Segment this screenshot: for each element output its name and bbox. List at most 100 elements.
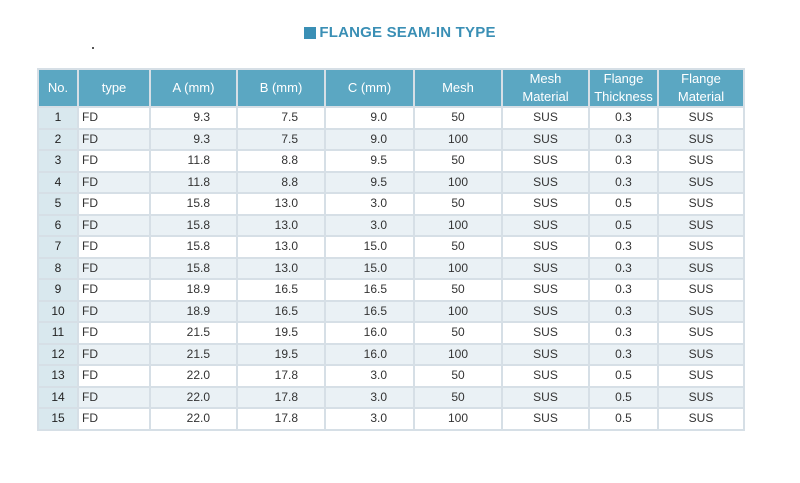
flange-thickness-cell: 0.3 [590, 280, 657, 300]
type-cell: FD [79, 409, 149, 429]
header-label: No. [47, 80, 69, 95]
row-number: 14 [39, 387, 77, 407]
flange-material-cell: SUS [659, 301, 743, 321]
header-label: Mesh [442, 80, 474, 95]
mesh-cell: 50 [415, 280, 501, 300]
header-label: Flange [603, 71, 644, 86]
b-mm-cell: 13.0 [238, 215, 324, 235]
flange-thickness-cell: 0.3 [590, 172, 657, 192]
table-header-row: No. type A (mm) B (mm) C (mm) Mesh Mesh Materia… [39, 70, 743, 106]
a-mm-cell: 15.8 [151, 194, 236, 214]
flange-material-cell: SUS [659, 387, 743, 407]
flange-material-cell: SUS [659, 237, 743, 257]
b-mm-cell: 16.5 [238, 280, 324, 300]
type-cell: FD [79, 344, 149, 364]
a-mm-cell: 15.8 [151, 258, 236, 278]
type-cell: FD [79, 258, 149, 278]
mesh-material-cell: SUS [503, 366, 588, 386]
b-mm-cell: 16.5 [238, 301, 324, 321]
b-mm-cell: 17.8 [238, 387, 324, 407]
col-header-flange-thickness: Flange Thickness [590, 70, 657, 106]
row-number: 15 [39, 409, 77, 429]
stray-dot [92, 47, 94, 49]
type-cell: FD [79, 151, 149, 171]
b-mm-cell: 7.5 [238, 108, 324, 128]
type-cell: FD [79, 387, 149, 407]
a-mm-cell: 22.0 [151, 409, 236, 429]
flange-thickness-cell: 0.5 [590, 215, 657, 235]
table-row: 7 FD 15.8 13.0 15.0 50 SUS 0.3 SUS [39, 237, 743, 257]
mesh-cell: 100 [415, 215, 501, 235]
flange-material-cell: SUS [659, 366, 743, 386]
c-mm-cell: 3.0 [326, 366, 413, 386]
mesh-material-cell: SUS [503, 258, 588, 278]
type-cell: FD [79, 129, 149, 149]
header-label: Mesh [529, 71, 562, 86]
mesh-material-cell: SUS [503, 194, 588, 214]
b-mm-cell: 17.8 [238, 366, 324, 386]
type-cell: FD [79, 194, 149, 214]
row-number: 7 [39, 237, 77, 257]
mesh-cell: 50 [415, 151, 501, 171]
c-mm-cell: 3.0 [326, 215, 413, 235]
col-header-a: A (mm) [151, 70, 236, 106]
flange-material-cell: SUS [659, 215, 743, 235]
flange-material-cell: SUS [659, 344, 743, 364]
row-number: 11 [39, 323, 77, 343]
table-row: 3 FD 11.8 8.8 9.5 50 SUS 0.3 SUS [39, 151, 743, 171]
col-header-no: No. [39, 70, 77, 106]
b-mm-cell: 8.8 [238, 172, 324, 192]
flange-material-cell: SUS [659, 129, 743, 149]
mesh-material-cell: SUS [503, 280, 588, 300]
table-row: 15 FD 22.0 17.8 3.0 100 SUS 0.5 SUS [39, 409, 743, 429]
type-cell: FD [79, 172, 149, 192]
mesh-cell: 100 [415, 172, 501, 192]
mesh-material-cell: SUS [503, 108, 588, 128]
mesh-cell: 100 [415, 129, 501, 149]
type-cell: FD [79, 215, 149, 235]
header-label: Flange [681, 71, 721, 86]
flange-material-cell: SUS [659, 172, 743, 192]
c-mm-cell: 3.0 [326, 387, 413, 407]
row-number: 12 [39, 344, 77, 364]
flange-thickness-cell: 0.3 [590, 151, 657, 171]
a-mm-cell: 18.9 [151, 280, 236, 300]
row-number: 1 [39, 108, 77, 128]
row-number: 5 [39, 194, 77, 214]
mesh-material-cell: SUS [503, 409, 588, 429]
c-mm-cell: 9.5 [326, 172, 413, 192]
c-mm-cell: 9.5 [326, 151, 413, 171]
table-row: 2 FD 9.3 7.5 9.0 100 SUS 0.3 SUS [39, 129, 743, 149]
a-mm-cell: 9.3 [151, 129, 236, 149]
flange-material-cell: SUS [659, 409, 743, 429]
mesh-cell: 100 [415, 344, 501, 364]
a-mm-cell: 18.9 [151, 301, 236, 321]
a-mm-cell: 9.3 [151, 108, 236, 128]
c-mm-cell: 16.0 [326, 323, 413, 343]
flange-material-cell: SUS [659, 258, 743, 278]
flange-thickness-cell: 0.5 [590, 366, 657, 386]
col-header-mesh: Mesh [415, 70, 501, 106]
mesh-cell: 50 [415, 323, 501, 343]
flange-thickness-cell: 0.3 [590, 323, 657, 343]
type-cell: FD [79, 237, 149, 257]
flange-thickness-cell: 0.5 [590, 387, 657, 407]
c-mm-cell: 3.0 [326, 409, 413, 429]
a-mm-cell: 21.5 [151, 344, 236, 364]
row-number: 4 [39, 172, 77, 192]
table-row: 14 FD 22.0 17.8 3.0 50 SUS 0.5 SUS [39, 387, 743, 407]
mesh-cell: 100 [415, 258, 501, 278]
table-row: 4 FD 11.8 8.8 9.5 100 SUS 0.3 SUS [39, 172, 743, 192]
col-header-flange-material: Flange Material [659, 70, 743, 106]
header-label: Thickness [594, 89, 653, 104]
b-mm-cell: 19.5 [238, 323, 324, 343]
header-label: B (mm) [259, 80, 303, 95]
row-number: 6 [39, 215, 77, 235]
c-mm-cell: 16.5 [326, 280, 413, 300]
b-mm-cell: 8.8 [238, 151, 324, 171]
mesh-material-cell: SUS [503, 237, 588, 257]
mesh-material-cell: SUS [503, 387, 588, 407]
b-mm-cell: 13.0 [238, 237, 324, 257]
table-row: 5 FD 15.8 13.0 3.0 50 SUS 0.5 SUS [39, 194, 743, 214]
b-mm-cell: 7.5 [238, 129, 324, 149]
